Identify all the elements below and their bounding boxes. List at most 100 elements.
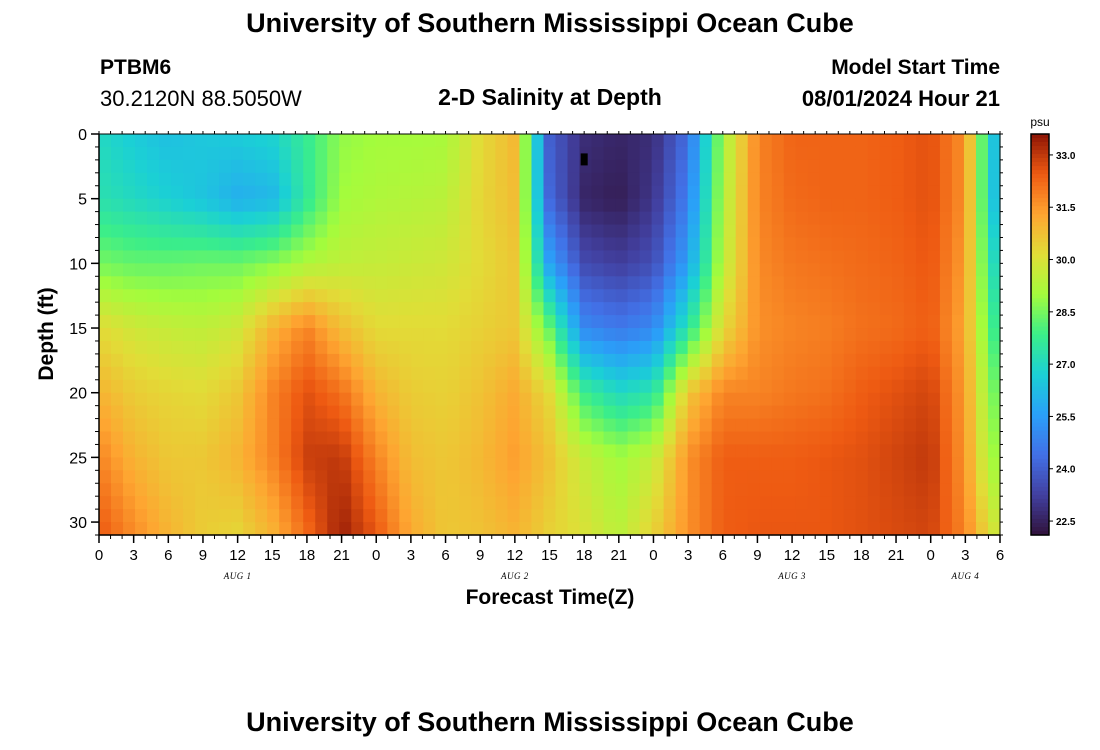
- heatmap-cell: [639, 134, 653, 148]
- heatmap-cell: [579, 405, 593, 420]
- heatmap-cell: [747, 134, 761, 148]
- heatmap-cell: [795, 185, 809, 200]
- heatmap-cell: [591, 211, 605, 226]
- heatmap-cell: [759, 496, 773, 510]
- heatmap-cell: [291, 431, 304, 446]
- heatmap-cell: [183, 237, 196, 252]
- heatmap-cell: [723, 211, 737, 226]
- heatmap-cell: [891, 146, 905, 161]
- heatmap-cell: [603, 328, 617, 342]
- heatmap-cell: [615, 250, 629, 264]
- heatmap-cell: [675, 444, 689, 458]
- heatmap-cell: [303, 211, 316, 226]
- colorbar-segment: [1031, 170, 1049, 175]
- heatmap-cell: [663, 224, 677, 239]
- heatmap-cell: [543, 444, 557, 458]
- heatmap-cell: [171, 340, 184, 355]
- date-label: AUG 4: [950, 571, 979, 581]
- heatmap-cell: [519, 431, 533, 446]
- heatmap-cell: [171, 392, 184, 407]
- heatmap-cell: [483, 496, 497, 510]
- heatmap-cell: [723, 289, 737, 303]
- heatmap-cell: [231, 509, 244, 523]
- heatmap-cell: [771, 289, 785, 303]
- colorbar-segment: [1031, 466, 1049, 472]
- heatmap-cell: [171, 366, 184, 381]
- heatmap-cell: [951, 379, 965, 394]
- heatmap-cell: [915, 431, 929, 446]
- heatmap-cell: [171, 470, 184, 484]
- heatmap-cell: [591, 444, 605, 458]
- heatmap-cell: [711, 263, 725, 277]
- heatmap-cell: [207, 315, 220, 329]
- colorbar-segment: [1031, 382, 1049, 388]
- heatmap-cell: [519, 134, 533, 148]
- heatmap-cell: [99, 134, 112, 148]
- heatmap-cell: [519, 366, 533, 381]
- heatmap-cell: [171, 483, 184, 497]
- heatmap-cell: [351, 353, 364, 368]
- heatmap-cell: [171, 172, 184, 187]
- colorbar-segment: [1031, 418, 1049, 424]
- heatmap-cell: [99, 211, 112, 226]
- heatmap-cell: [759, 276, 773, 290]
- heatmap-cell: [771, 457, 785, 471]
- heatmap-cell: [171, 224, 184, 239]
- heatmap-cell: [555, 340, 569, 355]
- heatmap-cell: [879, 418, 893, 433]
- x-tick-label: 0: [372, 547, 380, 564]
- heatmap-cell: [111, 444, 124, 458]
- heatmap-cell: [567, 431, 581, 446]
- heatmap-cell: [387, 276, 400, 290]
- heatmap-cell: [711, 159, 725, 174]
- heatmap-cell: [447, 134, 460, 148]
- heatmap-cell: [543, 237, 557, 252]
- heatmap-cell: [759, 185, 773, 200]
- heatmap-cell: [579, 483, 593, 497]
- heatmap-cell: [159, 185, 172, 200]
- heatmap-cell: [255, 159, 268, 174]
- heatmap-cell: [111, 224, 124, 239]
- heatmap-cell: [879, 302, 893, 316]
- heatmap-cell: [975, 211, 989, 226]
- heatmap-cell: [663, 276, 677, 290]
- heatmap-cell: [699, 185, 713, 200]
- heatmap-cell: [351, 146, 364, 161]
- heatmap-cell: [291, 250, 304, 264]
- heatmap-cell: [855, 418, 869, 433]
- heatmap-cell: [291, 405, 304, 420]
- heatmap-cell: [483, 444, 497, 458]
- heatmap-cell: [255, 250, 268, 264]
- heatmap-cell: [555, 392, 569, 407]
- heatmap-cell: [879, 224, 893, 239]
- heatmap-cell: [771, 237, 785, 252]
- x-axis-label: Forecast Time(Z): [466, 586, 635, 609]
- heatmap-cell: [819, 263, 833, 277]
- heatmap-cell: [531, 418, 545, 433]
- heatmap-cell: [687, 405, 701, 420]
- heatmap-cell: [951, 457, 965, 471]
- heatmap-cell: [435, 366, 448, 381]
- heatmap-cell: [411, 340, 424, 355]
- heatmap-cell: [711, 172, 725, 187]
- heatmap-cell: [675, 172, 689, 187]
- heatmap-cell: [399, 198, 412, 213]
- heatmap-cell: [279, 496, 292, 510]
- heatmap-cell: [843, 211, 857, 226]
- heatmap-cell: [99, 457, 112, 471]
- heatmap-cell: [555, 496, 569, 510]
- heatmap-cell: [795, 522, 809, 536]
- heatmap-cell: [783, 276, 797, 290]
- heatmap-cell: [279, 340, 292, 355]
- heatmap-cell: [135, 444, 148, 458]
- heatmap-cell: [567, 250, 581, 264]
- heatmap-cell: [603, 134, 617, 148]
- heatmap-cell: [675, 405, 689, 420]
- heatmap-cell: [267, 496, 280, 510]
- heatmap-cell: [195, 224, 208, 239]
- heatmap-cell: [891, 366, 905, 381]
- heatmap-cell: [351, 457, 364, 471]
- heatmap-cell: [447, 366, 460, 381]
- heatmap-cell: [783, 302, 797, 316]
- heatmap-cell: [939, 405, 953, 420]
